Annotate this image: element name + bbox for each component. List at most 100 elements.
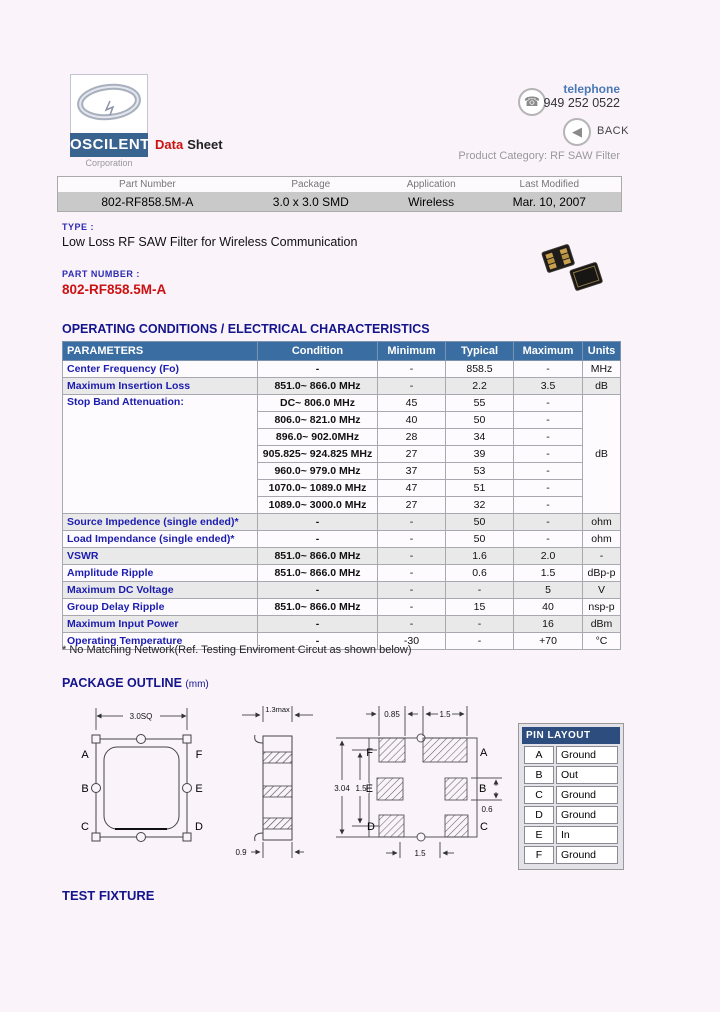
col-parameters: PARAMETERS: [62, 341, 258, 361]
package-outline-heading: PACKAGE OUTLINE (mm): [62, 676, 209, 690]
characteristics-heading: OPERATING CONDITIONS / ELECTRICAL CHARAC…: [62, 322, 430, 336]
topview-pin-c-label: C: [81, 821, 89, 833]
col-package: Package: [236, 176, 385, 192]
land-dim-pitch-label: 1.5: [355, 784, 367, 793]
table-row: 1089.0~ 3000.0 MHz 27 32 -: [63, 496, 621, 514]
land-pin-a-label: A: [480, 747, 488, 759]
characteristics-header-row: PARAMETERS Condition Minimum Typical Max…: [62, 341, 621, 361]
application-value: Wireless: [384, 192, 478, 212]
test-fixture-heading: TEST FIXTURE: [62, 888, 155, 903]
col-part-number: Part Number: [57, 176, 237, 192]
part-number: 802-RF858.5M-A: [62, 282, 167, 297]
table-row: Operating Temperature - -30 - +70 °C: [62, 632, 621, 650]
package-value: 3.0 x 3.0 SMD: [236, 192, 385, 212]
chip-bottom-view: [541, 244, 575, 273]
product-photo: [536, 238, 610, 301]
sideview-height-dim-label: 1.3max: [265, 705, 290, 714]
sideview-thickness-dim-label: 0.9: [235, 848, 247, 857]
land-dim-pad-small-label: 0.85: [384, 710, 400, 719]
col-application: Application: [384, 176, 478, 192]
table-row: 905.825~ 924.825 MHz 27 39 -: [63, 445, 621, 463]
topview-pin-b-label: B: [81, 783, 88, 795]
topview-pin-d-label: D: [195, 821, 203, 833]
back-button[interactable]: BACK: [597, 125, 629, 137]
table-row: 806.0~ 821.0 MHz 40 50 -: [63, 411, 621, 429]
pin-layout-heading: PIN LAYOUT: [522, 727, 620, 744]
crystal-logo-icon: [70, 74, 148, 133]
land-pin-c-label: C: [480, 821, 488, 833]
land-pin-f-label: F: [366, 747, 373, 759]
part-number-label: PART NUMBER :: [62, 269, 140, 279]
table-row: Stop Band Attenuation: DC~ 806.0 MHz 45 …: [62, 394, 621, 514]
page-title-word1: Data: [155, 137, 184, 152]
topview-pin-f-label: F: [196, 749, 203, 761]
col-units: Units: [582, 341, 621, 361]
logo-wordmark: OSCILENT: [70, 133, 149, 157]
pin-row: A Ground: [524, 746, 618, 764]
table-row: VSWR 851.0~ 866.0 MHz - 1.6 2.0 -: [62, 547, 621, 565]
pin-name: E: [524, 826, 554, 844]
phone-number: 949 252 0522: [543, 96, 620, 110]
pin-function: Ground: [556, 786, 618, 804]
pin-function: Ground: [556, 746, 618, 764]
table-row: Amplitude Ripple 851.0~ 866.0 MHz - 0.6 …: [62, 564, 621, 582]
topview-pin-a-label: A: [81, 749, 89, 761]
type-value: Low Loss RF SAW Filter for Wireless Comm…: [62, 235, 358, 249]
type-label: TYPE :: [62, 222, 95, 232]
pin-function: Ground: [556, 806, 618, 824]
table-row: 1070.0~ 1089.0 MHz 47 51 -: [63, 479, 621, 497]
pin-row: F Ground: [524, 846, 618, 864]
package-side-view-drawing: 1.3max 0.9: [232, 700, 316, 877]
package-outline-unit: (mm): [185, 679, 209, 690]
table-row: Maximum Insertion Loss 851.0~ 866.0 MHz …: [62, 377, 621, 395]
last-modified-value: Mar. 10, 2007: [477, 192, 622, 212]
col-last-modified: Last Modified: [477, 176, 622, 192]
company-logo: OSCILENT Corporation: [70, 74, 149, 168]
col-minimum: Minimum: [377, 341, 446, 361]
topview-pin-e-label: E: [195, 783, 202, 795]
pin-name: B: [524, 766, 554, 784]
matching-network-footnote: * No Matching Network(Ref. Testing Envir…: [62, 644, 412, 656]
pin-layout-table: A Ground B Out C Ground D Ground E In F …: [522, 744, 620, 866]
col-condition: Condition: [257, 341, 378, 361]
land-pin-b-label: B: [479, 783, 486, 795]
back-icon[interactable]: ◀: [563, 118, 591, 146]
topview-dim-label: 3.0SQ: [130, 712, 153, 721]
pin-row: D Ground: [524, 806, 618, 824]
phone-icon: ☎: [518, 88, 546, 116]
part-number-value: 802-RF858.5M-A: [57, 192, 237, 212]
land-dim-bottom-label: 1.5: [414, 849, 426, 858]
table-row: Maximum Input Power - - - 16 dBm: [62, 615, 621, 633]
pin-function: In: [556, 826, 618, 844]
package-outline-title: PACKAGE OUTLINE: [62, 676, 182, 690]
col-typical: Typical: [445, 341, 514, 361]
part-summary-value-row: 802-RF858.5M-A 3.0 x 3.0 SMD Wireless Ma…: [57, 192, 622, 212]
package-top-view-drawing: 3.0SQ A B C F E D: [75, 700, 220, 877]
package-land-pattern-drawing: 0.85 1.5 3.04 1.5 0.6: [326, 696, 518, 893]
land-dim-overall-label: 3.04: [334, 784, 350, 793]
characteristics-table: PARAMETERS Condition Minimum Typical Max…: [62, 341, 621, 650]
pin-name: D: [524, 806, 554, 824]
telephone-label: telephone: [563, 82, 620, 96]
logo-subtitle: Corporation: [85, 158, 133, 168]
pin-function: Ground: [556, 846, 618, 864]
land-pin-d-label: D: [367, 821, 375, 833]
chip-top-view: [569, 262, 603, 291]
pin-name: F: [524, 846, 554, 864]
table-row: Load Impendance (single ended)* - - 50 -…: [62, 530, 621, 548]
pin-row: E In: [524, 826, 618, 844]
pin-row: C Ground: [524, 786, 618, 804]
land-dim-pad-large-label: 1.5: [439, 710, 451, 719]
pin-name: A: [524, 746, 554, 764]
col-maximum: Maximum: [513, 341, 583, 361]
table-row: Source Impedence (single ended)* - - 50 …: [62, 513, 621, 531]
page-title: Data Sheet: [155, 137, 223, 152]
table-row: Center Frequency (Fo) - - 858.5 - MHz: [62, 360, 621, 378]
product-category: Product Category: RF SAW Filter: [458, 150, 620, 162]
part-summary-header-row: Part Number Package Application Last Mod…: [57, 176, 622, 192]
table-row: Maximum DC Voltage - - - 5 V: [62, 581, 621, 599]
table-row: 960.0~ 979.0 MHz 37 53 -: [63, 462, 621, 480]
table-row: 896.0~ 902.0MHz 28 34 -: [63, 428, 621, 446]
part-summary-table: Part Number Package Application Last Mod…: [57, 176, 622, 212]
